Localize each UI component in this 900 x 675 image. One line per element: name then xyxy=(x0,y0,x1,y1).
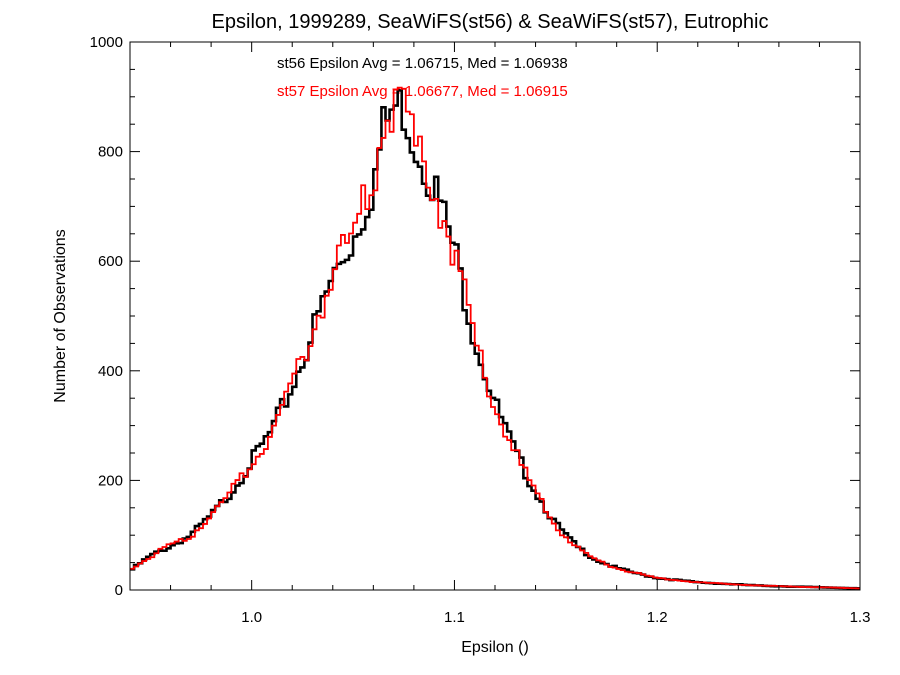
plot-frame xyxy=(129,41,861,591)
plot-area xyxy=(130,86,860,590)
histogram-series-st57 xyxy=(130,86,860,590)
x-tick-label: 1.2 xyxy=(647,609,668,626)
y-tick-label: 800 xyxy=(98,144,123,161)
annotation-st56: st56 Epsilon Avg = 1.06715, Med = 1.0693… xyxy=(277,55,568,72)
x-tick-label: 1.1 xyxy=(444,609,465,626)
x-tick-label: 1.3 xyxy=(850,609,871,626)
x-axis-label: Epsilon () xyxy=(461,639,529,656)
y-tick-label: 400 xyxy=(98,363,123,380)
y-axis-label: Number of Observations xyxy=(52,229,69,402)
y-tick-label: 0 xyxy=(115,582,123,599)
annotation-st57: st57 Epsilon Avg = 1.06677, Med = 1.0691… xyxy=(277,83,568,100)
x-tick-label: 1.0 xyxy=(241,609,262,626)
axis-ticks: 1.0 1.1 1.2 1.3 0 200 400 600 800 1000 xyxy=(90,34,871,626)
y-tick-label: 600 xyxy=(98,253,123,270)
chart-title: Epsilon, 1999289, SeaWiFS(st56) & SeaWiF… xyxy=(212,11,769,33)
y-tick-label: 200 xyxy=(98,472,123,489)
histogram-series-st56 xyxy=(130,89,860,590)
y-tick-label: 1000 xyxy=(90,34,123,51)
